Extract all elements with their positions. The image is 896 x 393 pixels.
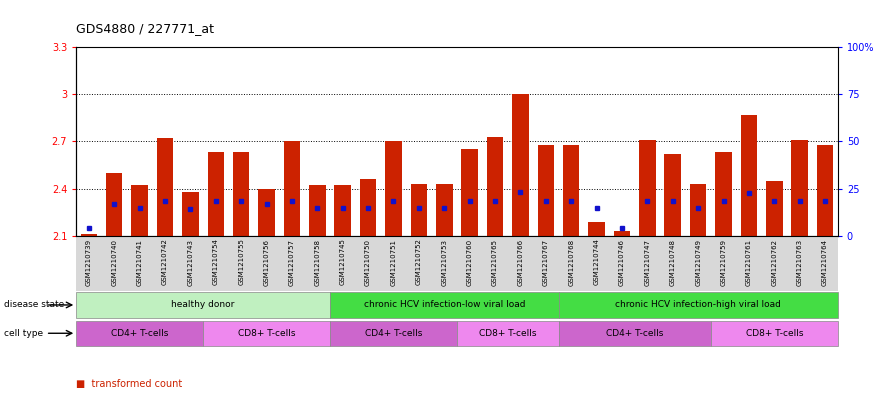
Bar [410, 184, 427, 236]
Bar [81, 234, 97, 236]
Bar [360, 179, 376, 236]
Bar [76, 321, 203, 346]
Bar [203, 321, 330, 346]
Text: GSM1210748: GSM1210748 [669, 239, 676, 286]
Text: GSM1210764: GSM1210764 [822, 239, 828, 286]
Text: GSM1210753: GSM1210753 [441, 239, 447, 286]
Text: GSM1210756: GSM1210756 [263, 239, 270, 286]
Bar [436, 184, 452, 236]
Bar [715, 152, 732, 236]
Bar [385, 141, 401, 236]
Bar [461, 149, 478, 236]
Text: GSM1210740: GSM1210740 [111, 239, 117, 286]
Bar [817, 145, 833, 236]
Bar [258, 189, 275, 236]
Text: GSM1210750: GSM1210750 [365, 239, 371, 286]
Text: GSM1210746: GSM1210746 [619, 239, 625, 286]
Bar [711, 321, 838, 346]
Bar [76, 292, 330, 318]
Text: GSM1210752: GSM1210752 [416, 239, 422, 285]
Text: CD4+ T-cells: CD4+ T-cells [111, 329, 168, 338]
Bar [457, 321, 558, 346]
Bar [614, 231, 630, 236]
Bar [309, 185, 325, 236]
Text: GSM1210747: GSM1210747 [644, 239, 650, 286]
Text: GSM1210749: GSM1210749 [695, 239, 702, 286]
Text: CD4+ T-cells: CD4+ T-cells [606, 329, 663, 338]
Text: GSM1210745: GSM1210745 [340, 239, 346, 285]
Text: CD8+ T-cells: CD8+ T-cells [479, 329, 537, 338]
Text: GSM1210758: GSM1210758 [314, 239, 321, 286]
Bar [558, 321, 711, 346]
Text: CD4+ T-cells: CD4+ T-cells [365, 329, 422, 338]
Bar [766, 181, 782, 236]
Text: disease state: disease state [4, 301, 65, 309]
Text: chronic HCV infection-low viral load: chronic HCV infection-low viral load [364, 301, 525, 309]
Text: GSM1210767: GSM1210767 [543, 239, 549, 286]
Text: GSM1210757: GSM1210757 [289, 239, 295, 286]
Text: CD8+ T-cells: CD8+ T-cells [745, 329, 803, 338]
Bar [791, 140, 808, 236]
Bar [334, 185, 351, 236]
Bar [330, 292, 558, 318]
Bar [563, 145, 580, 236]
Text: GSM1210759: GSM1210759 [720, 239, 727, 286]
Text: GSM1210739: GSM1210739 [86, 239, 92, 286]
Text: GSM1210765: GSM1210765 [492, 239, 498, 286]
Text: GSM1210741: GSM1210741 [136, 239, 142, 286]
Bar [589, 222, 605, 236]
Bar [538, 145, 554, 236]
Bar [330, 321, 457, 346]
Text: GSM1210751: GSM1210751 [391, 239, 397, 286]
Text: cell type: cell type [4, 329, 44, 338]
Text: GSM1210763: GSM1210763 [797, 239, 803, 286]
Text: GSM1210742: GSM1210742 [162, 239, 168, 285]
Bar [665, 154, 681, 236]
Bar [182, 192, 199, 236]
Text: GSM1210766: GSM1210766 [517, 239, 523, 286]
Bar [513, 94, 529, 236]
Bar [233, 152, 249, 236]
Text: GSM1210761: GSM1210761 [745, 239, 752, 286]
Text: GSM1210743: GSM1210743 [187, 239, 194, 286]
Bar [157, 138, 173, 236]
Bar [639, 140, 656, 236]
Text: CD8+ T-cells: CD8+ T-cells [237, 329, 296, 338]
Bar [741, 115, 757, 236]
Text: ■  transformed count: ■ transformed count [76, 379, 183, 389]
Text: GSM1210744: GSM1210744 [593, 239, 599, 285]
Text: GSM1210760: GSM1210760 [467, 239, 473, 286]
Text: healthy donor: healthy donor [171, 301, 235, 309]
Bar [208, 152, 224, 236]
Text: chronic HCV infection-high viral load: chronic HCV infection-high viral load [616, 301, 781, 309]
Text: GDS4880 / 227771_at: GDS4880 / 227771_at [76, 22, 214, 35]
Text: GSM1210762: GSM1210762 [771, 239, 778, 286]
Bar [487, 137, 504, 236]
Bar [106, 173, 123, 236]
Bar [284, 141, 300, 236]
Bar [690, 184, 706, 236]
Bar [558, 292, 838, 318]
Text: GSM1210768: GSM1210768 [568, 239, 574, 286]
Bar [132, 185, 148, 236]
Text: GSM1210755: GSM1210755 [238, 239, 245, 285]
Text: GSM1210754: GSM1210754 [212, 239, 219, 285]
